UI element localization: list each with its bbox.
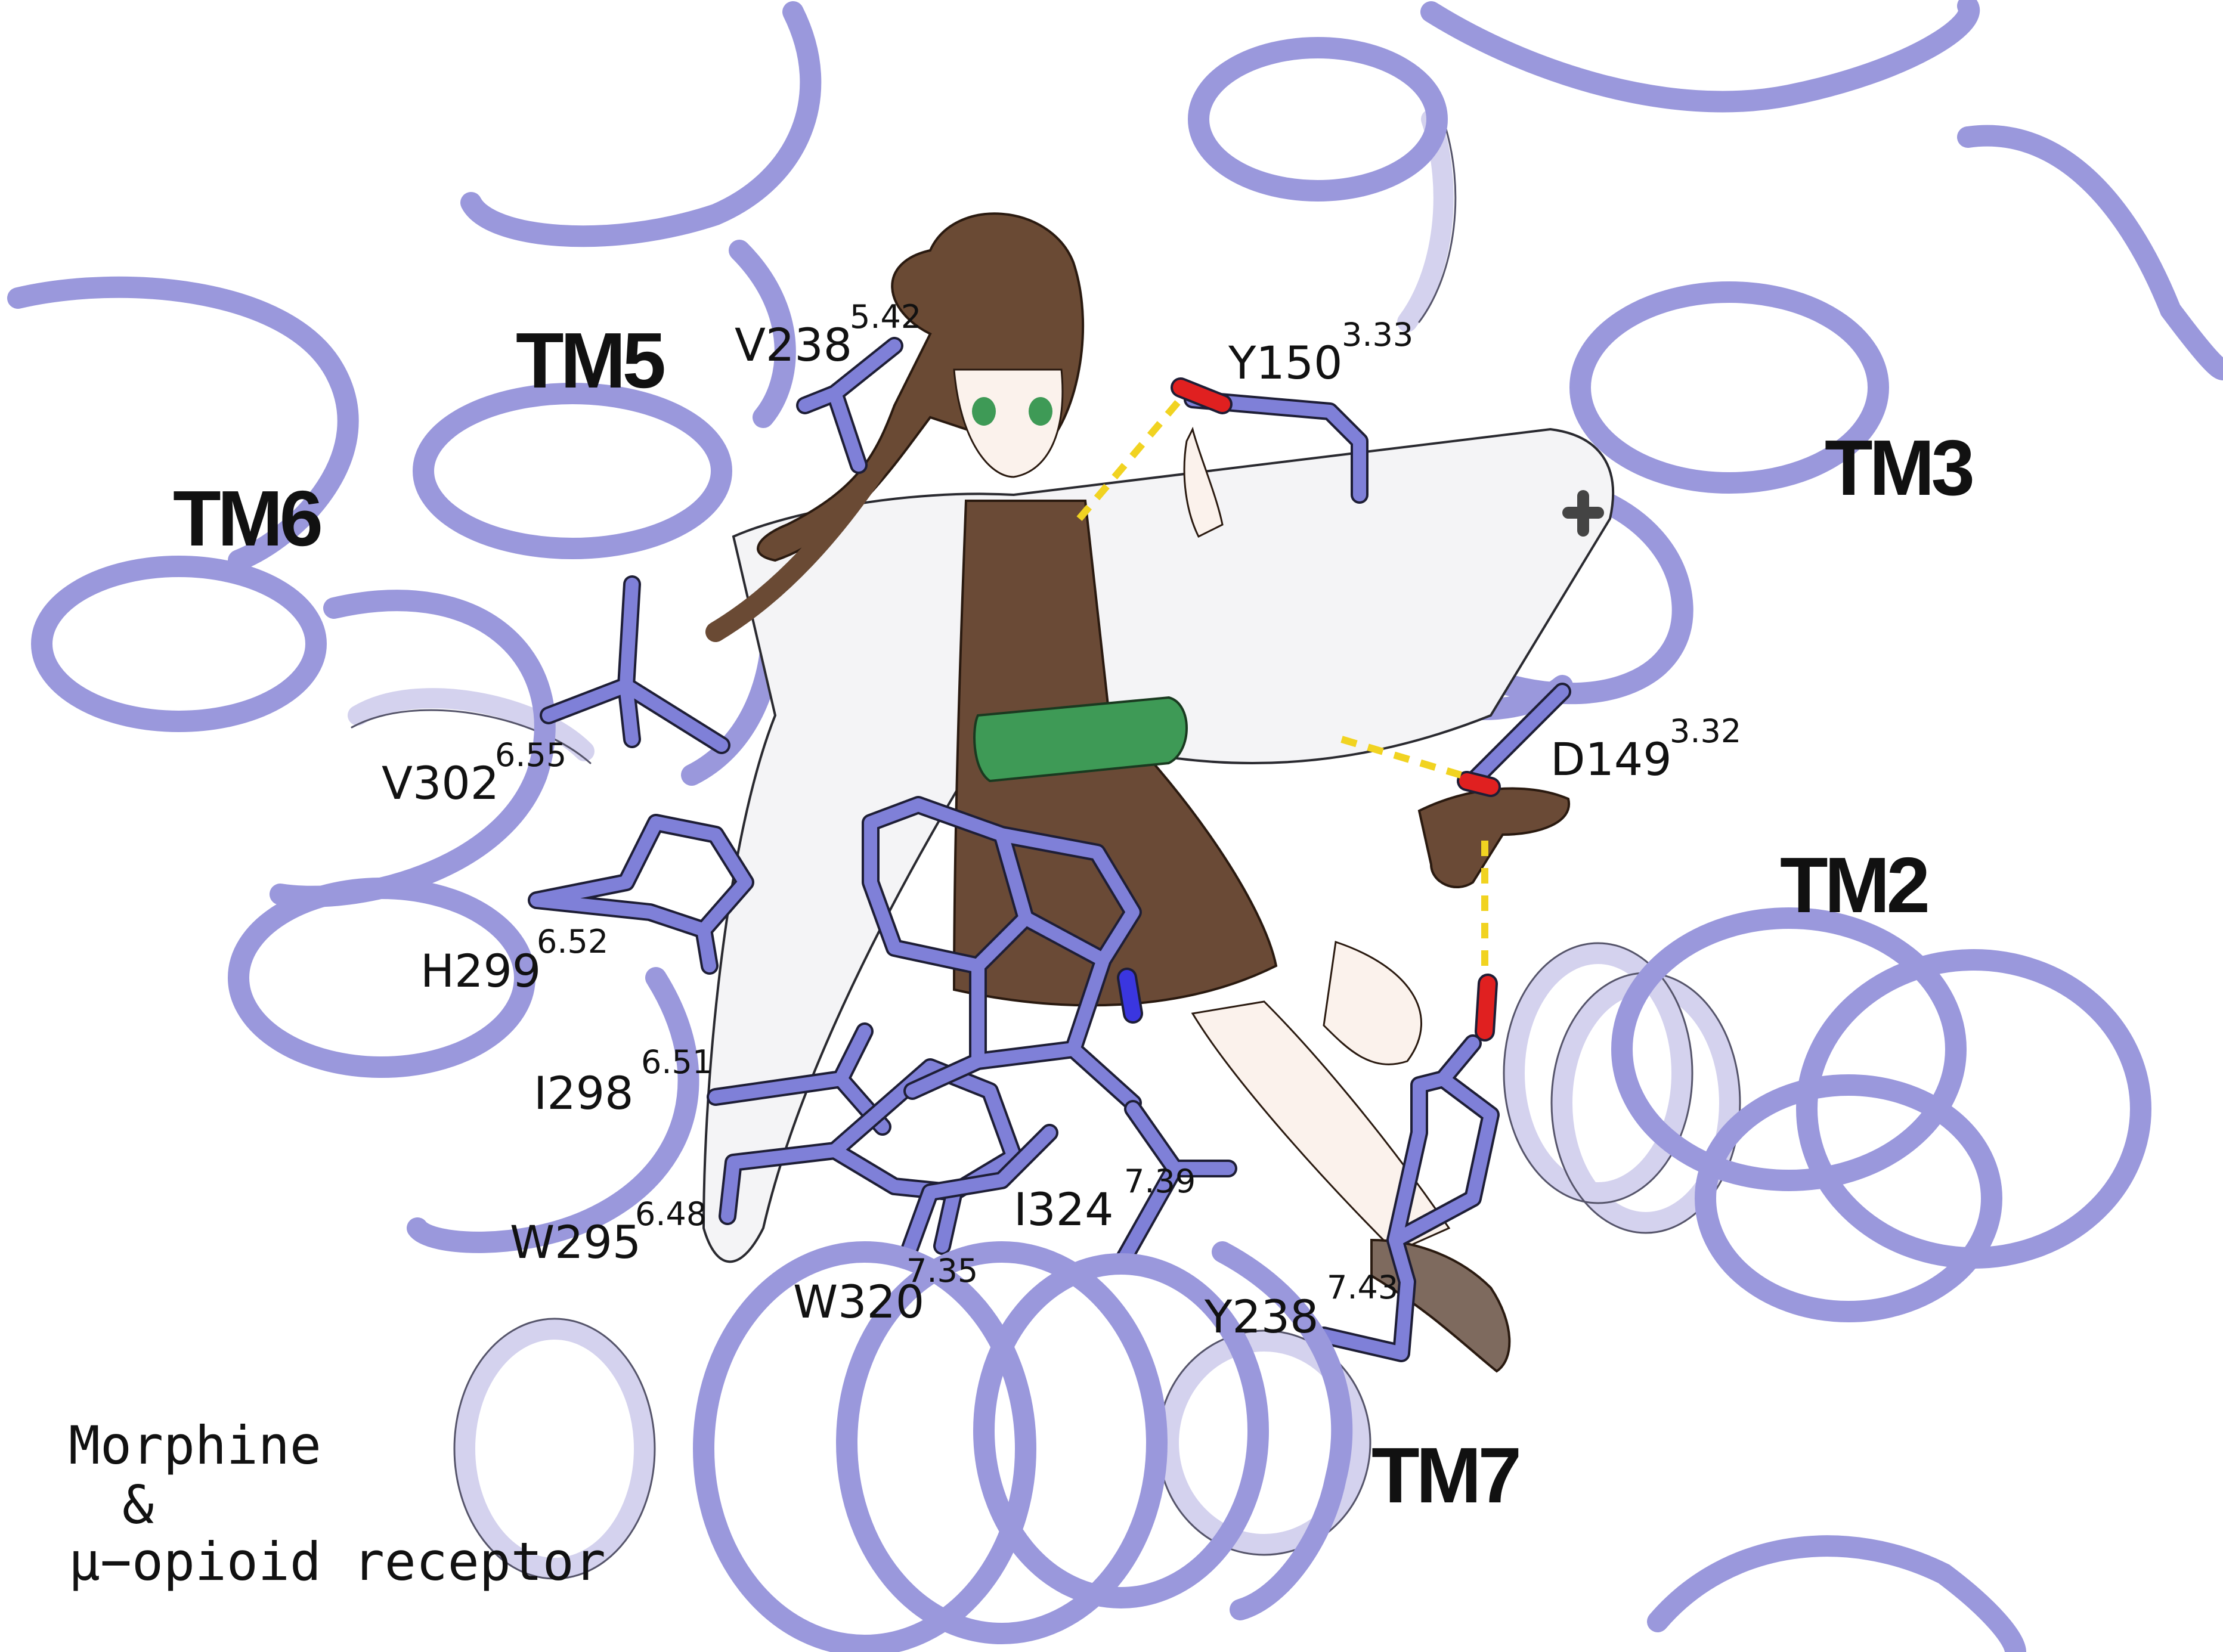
- label-tm2: TM2: [1780, 841, 1928, 929]
- left-eye: [972, 397, 996, 426]
- svg-text:W320: W320: [793, 1275, 924, 1328]
- green-bow: [973, 696, 1188, 783]
- helix-tm5: [413, 1, 822, 786]
- morphine-ligand: [862, 796, 1143, 1112]
- side-chain-v302: [540, 575, 730, 754]
- residue-label-v238: V238 5.42: [735, 298, 921, 371]
- label-tm7: TM7: [1371, 1431, 1519, 1519]
- leg: [1323, 941, 1423, 1065]
- residue-label-y238-tm7: Y238 7.43: [1204, 1269, 1398, 1343]
- svg-text:V302: V302: [382, 757, 499, 810]
- svg-text:3.32: 3.32: [1670, 712, 1741, 750]
- side-chain-w295: [719, 1058, 1023, 1255]
- side-chain-w320: [897, 1124, 1058, 1267]
- right-eye: [1029, 397, 1052, 426]
- caption: Morphine & μ−opioid receptor: [69, 1415, 606, 1592]
- svg-text:7.43: 7.43: [1327, 1269, 1398, 1306]
- residue-label-y150: Y150 3.33: [1228, 316, 1413, 389]
- svg-text:5.42: 5.42: [850, 298, 921, 336]
- svg-text:6.52: 6.52: [537, 923, 608, 960]
- label-tm5: TM5: [516, 317, 664, 404]
- character-illustration: [702, 212, 1615, 1373]
- hbond-d149-coat: [1340, 736, 1462, 779]
- svg-text:3.33: 3.33: [1342, 316, 1413, 354]
- background-helix-tm7-rear: [453, 1318, 1371, 1580]
- svg-text:6.51: 6.51: [641, 1043, 713, 1081]
- residue-label-i324: I324 7.39: [1014, 1163, 1196, 1236]
- svg-text:Y238: Y238: [1204, 1290, 1318, 1343]
- side-chain-v238: [796, 337, 903, 474]
- svg-text:6.48: 6.48: [635, 1195, 707, 1233]
- label-tm6: TM6: [173, 475, 321, 562]
- side-chain-i324: [1112, 1100, 1237, 1273]
- side-chain-y150: [1171, 377, 1369, 504]
- residue-label-i298: I298 6.51: [534, 1043, 713, 1120]
- side-chain-y238-tm7: [1315, 974, 1500, 1362]
- svg-text:Y150: Y150: [1228, 336, 1342, 389]
- caption-line-1: Morphine: [69, 1415, 321, 1476]
- lower-leg: [1191, 1000, 1451, 1253]
- label-tm3: TM3: [1825, 424, 1973, 512]
- coat-cross-icon: [1562, 490, 1604, 537]
- svg-text:H299: H299: [420, 944, 541, 997]
- residue-label-w320: W320 7.35: [793, 1252, 978, 1328]
- residue-label-w295: W295 6.48: [510, 1195, 707, 1269]
- background-helix-tm6-rear: [348, 688, 595, 764]
- svg-text:I298: I298: [534, 1067, 633, 1120]
- residue-label-h299: H299 6.52: [420, 923, 608, 997]
- residue-label-d149: D149 3.32: [1550, 712, 1741, 786]
- helix-tm6: [7, 276, 699, 1253]
- svg-text:7.39: 7.39: [1124, 1163, 1196, 1200]
- svg-text:V238: V238: [735, 318, 852, 371]
- hydrogen-bonds: [1076, 400, 1488, 978]
- residue-label-v302: V302 6.55: [382, 736, 566, 810]
- caption-line-2: &: [122, 1474, 154, 1536]
- side-chain-d149: [1457, 683, 1571, 797]
- helix-tm2: [1611, 907, 2151, 1652]
- svg-text:W295: W295: [510, 1216, 641, 1269]
- boot: [1417, 787, 1571, 889]
- face: [953, 368, 1064, 478]
- svg-text:6.55: 6.55: [495, 736, 566, 774]
- side-chain-h299: [528, 814, 754, 975]
- svg-text:I324: I324: [1014, 1183, 1113, 1236]
- svg-text:7.35: 7.35: [906, 1252, 978, 1290]
- hair-strand: [705, 431, 905, 642]
- helix-tm7: [693, 1241, 1353, 1652]
- caption-line-3: μ−opioid receptor: [69, 1531, 606, 1592]
- raised-hand: [1183, 426, 1224, 538]
- svg-text:D149: D149: [1550, 733, 1672, 786]
